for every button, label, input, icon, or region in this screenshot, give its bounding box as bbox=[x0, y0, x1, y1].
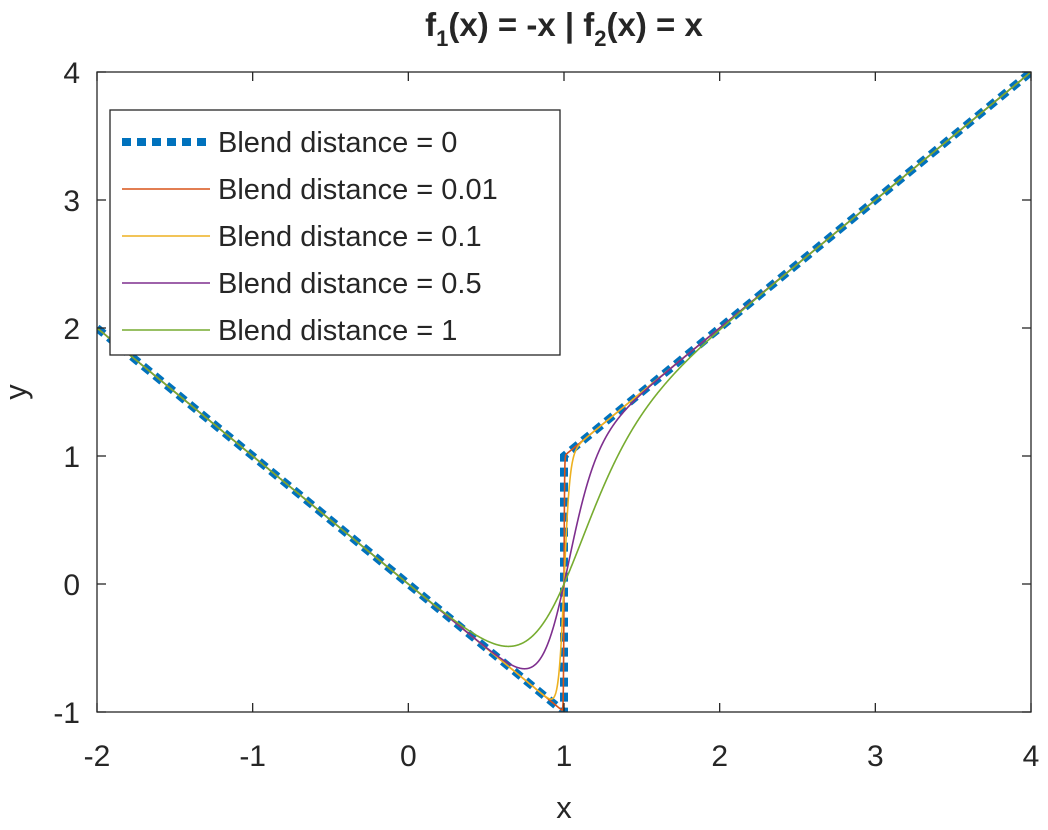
chart-title: f1(x) = -x | f2(x) = x bbox=[425, 6, 703, 51]
title-f1-expr: (x) = -x | bbox=[448, 6, 583, 43]
series-layer bbox=[97, 72, 1031, 712]
x-tick-label: -1 bbox=[239, 740, 266, 773]
x-axis-label: x bbox=[556, 790, 572, 825]
legend-label-3: Blend distance = 0.5 bbox=[218, 268, 482, 300]
y-tick-label: 3 bbox=[63, 185, 80, 218]
title-f2-name: f bbox=[583, 6, 595, 43]
y-tick-label: 1 bbox=[63, 441, 80, 474]
title-f2-expr: (x) = x bbox=[607, 6, 704, 43]
legend-box bbox=[109, 109, 561, 356]
y-tick-label: 4 bbox=[63, 57, 80, 90]
legend: Blend distance = 0 Blend distance = 0.01 B… bbox=[109, 109, 561, 356]
x-tick-label: -2 bbox=[84, 740, 111, 773]
x-tick-label: 3 bbox=[867, 740, 884, 773]
x-tick-label: 0 bbox=[400, 740, 417, 773]
x-tick-label: 2 bbox=[711, 740, 728, 773]
title-f2-sub: 2 bbox=[594, 26, 606, 51]
series-line-4 bbox=[97, 72, 1031, 648]
legend-label-0: Blend distance = 0 bbox=[218, 127, 457, 159]
title-f1-name: f bbox=[425, 6, 437, 43]
y-tick-label: 0 bbox=[63, 569, 80, 602]
title-f1-sub: 1 bbox=[436, 26, 448, 51]
x-tick-label: 4 bbox=[1023, 740, 1040, 773]
y-axis-label: y bbox=[0, 384, 33, 400]
x-tick-label: 1 bbox=[556, 740, 573, 773]
y-tick-label: -1 bbox=[53, 697, 80, 730]
legend-label-2: Blend distance = 0.1 bbox=[218, 221, 482, 253]
y-tick-label: 2 bbox=[63, 313, 80, 346]
legend-label-4: Blend distance = 1 bbox=[218, 315, 457, 347]
legend-label-1: Blend distance = 0.01 bbox=[218, 174, 498, 206]
